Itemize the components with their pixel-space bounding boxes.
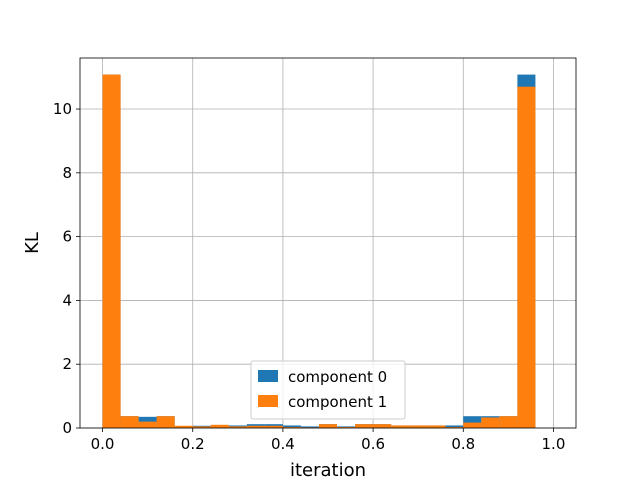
bar-series-1-bin-8 xyxy=(246,425,265,428)
legend-swatch-0 xyxy=(258,370,278,382)
bar-series-1-bin-18 xyxy=(427,425,446,428)
bar-series-1-bin-14 xyxy=(355,424,374,428)
bar-series-1-bin-21 xyxy=(481,417,500,428)
x-tick-label: 0.0 xyxy=(91,435,115,453)
bar-series-0-bin-20 xyxy=(463,416,482,428)
plot-frame xyxy=(79,57,577,429)
legend: component 0 component 1 xyxy=(250,360,406,420)
bar-series-1-bin-7 xyxy=(228,426,247,428)
y-tick-label: 2 xyxy=(62,355,72,373)
bar-series-1-bin-4 xyxy=(174,425,193,428)
bar-series-1-bin-2 xyxy=(138,421,157,428)
bar-series-1-bin-9 xyxy=(264,425,283,428)
bar-series-1-bin-16 xyxy=(391,425,410,428)
y-axis-label: KL xyxy=(22,232,43,254)
x-tick-label: 0.8 xyxy=(451,435,475,453)
y-tick-label: 0 xyxy=(62,419,72,437)
y-tick-label: 10 xyxy=(53,100,72,118)
y-axis-ticks: 0 2 4 6 8 10 xyxy=(53,100,80,437)
bar-series-1-bin-13 xyxy=(337,427,356,428)
bar-series-1-bin-0 xyxy=(102,74,121,428)
bar-series-0-bin-10 xyxy=(282,425,301,428)
legend-box xyxy=(250,360,406,420)
y-tick-label: 8 xyxy=(62,164,72,182)
bar-series-0-bin-11 xyxy=(300,426,319,428)
x-tick-label: 0.4 xyxy=(271,435,295,453)
bar-series-1-bin-19 xyxy=(445,427,464,428)
bar-series-1-bin-17 xyxy=(409,425,428,428)
grid-lines xyxy=(80,58,576,429)
bar-series-0-bin-19 xyxy=(445,425,464,428)
bar-series-1-bin-12 xyxy=(318,424,338,428)
bar-series-1-bin-20 xyxy=(463,422,482,428)
x-axis-label: iteration xyxy=(290,460,366,480)
y-tick-label: 4 xyxy=(62,291,72,309)
legend-label-0: component 0 xyxy=(288,368,387,386)
bar-series-1-bin-23 xyxy=(517,86,536,428)
bar-series-1-bin-15 xyxy=(373,424,392,428)
bar-series-1-bin-1 xyxy=(120,416,139,428)
legend-label-1: component 1 xyxy=(288,393,387,411)
bar-series-1-bin-10 xyxy=(282,427,301,428)
y-tick-label: 6 xyxy=(62,228,72,246)
histogram-bars xyxy=(102,74,536,428)
x-axis-ticks: 0.0 0.2 0.4 0.6 0.8 1.0 xyxy=(91,428,566,453)
x-tick-label: 0.6 xyxy=(361,435,385,453)
bar-series-1-bin-6 xyxy=(210,424,229,428)
bar-series-1-bin-5 xyxy=(192,426,211,428)
bar-series-1-bin-3 xyxy=(156,416,175,428)
x-tick-label: 1.0 xyxy=(542,435,566,453)
legend-swatch-1 xyxy=(258,395,278,407)
bar-series-1-bin-22 xyxy=(499,416,518,428)
x-tick-label: 0.2 xyxy=(181,435,205,453)
